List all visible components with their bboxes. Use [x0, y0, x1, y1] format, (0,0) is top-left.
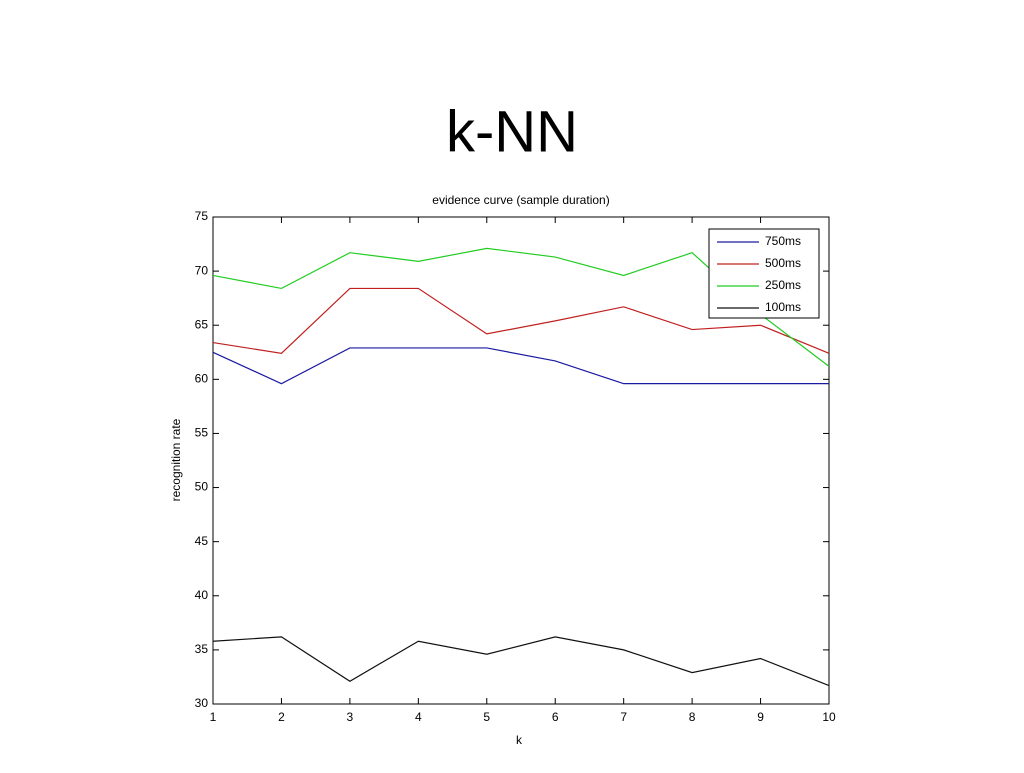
y-tick-label: 65: [195, 317, 209, 331]
x-tick-label: 9: [757, 710, 764, 724]
series-line: [212, 347, 829, 385]
slide-title: k-NN: [446, 99, 578, 164]
x-tick-label: 10: [822, 710, 836, 724]
y-tick-label: 30: [195, 696, 209, 710]
y-tick-label: 75: [195, 209, 209, 223]
chart-title: evidence curve (sample duration): [432, 193, 609, 207]
legend-label: 250ms: [765, 278, 801, 292]
x-tick-label: 4: [415, 710, 422, 724]
y-tick-label: 50: [195, 480, 209, 494]
x-tick-label: 3: [347, 710, 354, 724]
y-tick-label: 60: [195, 372, 209, 386]
plot-frame: [212, 216, 830, 705]
x-tick-label: 7: [620, 710, 627, 724]
legend-label: 500ms: [765, 256, 801, 270]
legend-label: 750ms: [765, 234, 801, 248]
y-tick-label: 45: [195, 534, 209, 548]
legend-label: 100ms: [765, 300, 801, 314]
series-line: [212, 287, 830, 354]
x-tick-label: 2: [278, 710, 285, 724]
x-tick-label: 8: [689, 710, 696, 724]
x-axis-label: k: [516, 733, 523, 747]
y-tick-label: 40: [195, 588, 209, 602]
y-tick-label: 70: [195, 263, 209, 277]
series-line: [212, 636, 830, 687]
y-tick-label: 35: [195, 642, 209, 656]
x-tick-label: 5: [483, 710, 490, 724]
x-tick-label: 6: [552, 710, 559, 724]
legend-box: [708, 228, 820, 319]
y-tick-label: 55: [195, 426, 209, 440]
x-tick-label: 1: [210, 710, 217, 724]
y-axis-label: recognition rate: [169, 418, 183, 501]
